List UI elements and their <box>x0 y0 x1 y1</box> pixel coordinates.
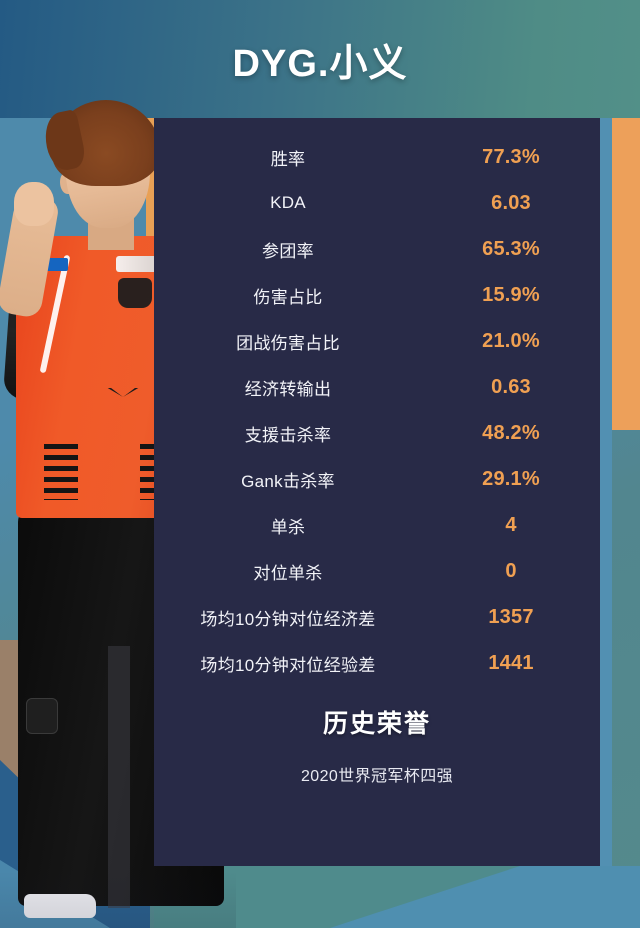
honors-list: 2020世界冠军杯四强 <box>154 762 600 786</box>
player-pants-logo <box>26 698 58 734</box>
jersey-team-logo <box>118 278 152 308</box>
stat-label: Gank击杀率 <box>241 471 335 491</box>
stat-row: 单杀 4 <box>154 502 600 548</box>
stat-row: 支援击杀率 48.2% <box>154 410 600 456</box>
stat-value: 1441 <box>488 651 534 674</box>
stat-value: 0 <box>505 559 517 582</box>
stat-value: 29.1% <box>482 467 540 490</box>
stat-value: 15.9% <box>482 283 540 306</box>
stat-row: 对位单杀 0 <box>154 548 600 594</box>
stat-label: 团战伤害占比 <box>236 333 340 353</box>
stat-value: 0.63 <box>491 375 531 398</box>
stats-panel: 胜率 77.3% KDA 6.03 参团率 65.3% 伤害占比 15.9% 团战伤害占比 21.… <box>154 118 600 866</box>
stat-row: 经济转输出 0.63 <box>154 364 600 410</box>
stat-label: 支援击杀率 <box>244 425 332 445</box>
stat-value: 21.0% <box>482 329 540 352</box>
honors-item: 2020世界冠军杯四强 <box>301 768 453 785</box>
stat-label: 经济转输出 <box>244 379 332 399</box>
honors-section: 历史荣誉 2020世界冠军杯四强 <box>154 704 600 786</box>
stat-value: 1357 <box>488 605 534 628</box>
stat-value: 4 <box>505 513 517 536</box>
player-shoe <box>24 894 96 918</box>
stat-row: 胜率 77.3% <box>154 134 600 180</box>
stat-row: 团战伤害占比 21.0% <box>154 318 600 364</box>
stat-row: 场均10分钟对位经济差 1357 <box>154 594 600 640</box>
stat-label: 场均10分钟对位经验差 <box>200 655 376 675</box>
stat-value: 77.3% <box>482 145 540 168</box>
stat-row: 参团率 65.3% <box>154 226 600 272</box>
stat-row: KDA 6.03 <box>154 180 600 226</box>
stat-value: 65.3% <box>482 237 540 260</box>
stat-label: 胜率 <box>270 149 306 169</box>
stat-row: 场均10分钟对位经验差 1441 <box>154 640 600 686</box>
jersey-vents-left <box>44 444 78 500</box>
honors-title: 历史荣誉 <box>322 710 431 738</box>
page-title: DYG.小义 <box>232 42 408 85</box>
stat-label: 单杀 <box>270 517 306 537</box>
player-fist <box>14 182 54 226</box>
stat-value: 48.2% <box>482 421 540 444</box>
jersey-sponsor-logo <box>116 256 158 272</box>
stat-value: 6.03 <box>491 191 531 214</box>
stat-row: Gank击杀率 29.1% <box>154 456 600 502</box>
stat-row: 伤害占比 15.9% <box>154 272 600 318</box>
stat-label: KDA <box>270 193 306 212</box>
stats-list: 胜率 77.3% KDA 6.03 参团率 65.3% 伤害占比 15.9% 团战伤害占比 21.… <box>154 118 600 686</box>
stat-label: 场均10分钟对位经济差 <box>200 609 376 629</box>
player-leg-gap <box>108 646 130 908</box>
stat-label: 对位单杀 <box>253 563 323 583</box>
stat-label: 伤害占比 <box>253 287 323 307</box>
stat-label: 参团率 <box>262 241 314 261</box>
